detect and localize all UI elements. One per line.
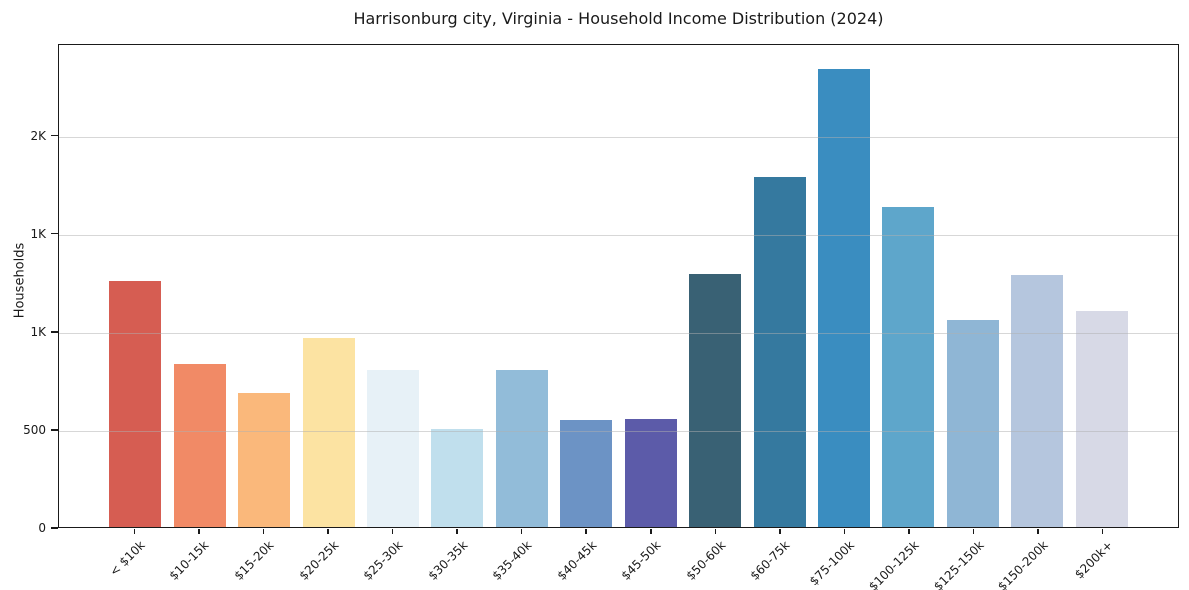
x-tick-label-$50-60k: $50-60k bbox=[683, 538, 729, 583]
bar-$20-25k bbox=[302, 338, 355, 527]
bar-$15-20k bbox=[238, 392, 291, 527]
x-tick-mark bbox=[391, 529, 394, 534]
x-tick-mark bbox=[843, 529, 846, 534]
x-tick-label-< $10k: < $10k bbox=[106, 538, 148, 579]
x-tick-mark bbox=[908, 529, 910, 534]
bar-slot bbox=[490, 45, 554, 527]
bar-slot bbox=[941, 45, 1005, 527]
y-tick-mark bbox=[51, 134, 58, 137]
y-tick-mark bbox=[51, 429, 58, 431]
gridline-1500 bbox=[59, 234, 1178, 236]
y-tick-mark bbox=[51, 331, 58, 333]
x-tick-mark bbox=[198, 529, 200, 534]
y-tick-label: 1K bbox=[30, 324, 46, 339]
bar-$50-60k bbox=[689, 273, 742, 527]
bar-slot bbox=[876, 45, 940, 527]
x-tick-mark bbox=[133, 529, 136, 534]
bar-slot bbox=[167, 45, 231, 527]
x-tick-mark bbox=[262, 529, 265, 534]
x-tick-label-$200k+: $200k+ bbox=[1072, 538, 1116, 582]
plot-area bbox=[58, 44, 1179, 528]
x-tick-label-$45-50k: $45-50k bbox=[618, 538, 664, 583]
x-tick-label-$40-45k: $40-45k bbox=[554, 538, 600, 583]
y-tick-mark bbox=[51, 232, 58, 235]
x-tick-mark bbox=[779, 529, 781, 534]
y-axis-ticks: 0 500 1K 1K 2K bbox=[0, 44, 58, 535]
bar-slot bbox=[232, 45, 296, 527]
x-tick-label-$30-35k: $30-35k bbox=[425, 538, 470, 583]
bar-$60-75k bbox=[753, 177, 806, 527]
x-axis-ticks: < $10k $10-15k $15-20k $20-25k $25-30k $30-35… bbox=[58, 528, 1179, 590]
bar-slot bbox=[683, 45, 747, 527]
x-tick-label-$75-100k: $75-100k bbox=[807, 538, 858, 589]
bar-< $10k bbox=[109, 280, 162, 527]
bar-$75-100k bbox=[818, 69, 871, 527]
bar-slot bbox=[1070, 45, 1134, 527]
bar-$200k+ bbox=[1075, 311, 1128, 527]
bar-$150-200k bbox=[1011, 274, 1064, 527]
x-tick-label-$15-20k: $15-20k bbox=[231, 538, 277, 583]
bar-$10-15k bbox=[173, 363, 226, 527]
x-tick-mark bbox=[520, 529, 523, 534]
x-tick-label-$125-150k: $125-150k bbox=[930, 538, 987, 590]
x-tick-mark bbox=[585, 529, 587, 534]
chart-title: Harrisonburg city, Virginia - Household … bbox=[353, 9, 884, 28]
bar-$40-45k bbox=[560, 419, 613, 527]
bar-slot bbox=[425, 45, 489, 527]
bar-$125-150k bbox=[946, 319, 999, 527]
bar-$45-50k bbox=[624, 419, 677, 527]
bar-slot bbox=[103, 45, 167, 527]
bars-container bbox=[103, 45, 1134, 527]
gridline-2000 bbox=[59, 136, 1178, 138]
bar-slot bbox=[296, 45, 360, 527]
bar-$25-30k bbox=[366, 370, 419, 527]
x-tick-label-$35-40k: $35-40k bbox=[489, 538, 535, 583]
bar-$35-40k bbox=[495, 370, 548, 527]
y-tick-label: 500 bbox=[23, 422, 46, 437]
x-tick-mark bbox=[1101, 529, 1104, 534]
bar-slot bbox=[812, 45, 876, 527]
bar-slot bbox=[1005, 45, 1069, 527]
x-tick-mark bbox=[327, 529, 329, 534]
x-tick-label-$150-200k: $150-200k bbox=[995, 538, 1052, 590]
x-tick-label-$100-125k: $100-125k bbox=[866, 538, 922, 590]
y-tick-label: 2K bbox=[30, 128, 46, 143]
x-tick-label-$10-15k: $10-15k bbox=[166, 538, 212, 583]
bar-slot bbox=[747, 45, 811, 527]
bar-slot bbox=[554, 45, 618, 527]
x-tick-mark bbox=[1037, 529, 1039, 534]
x-tick-mark bbox=[650, 529, 652, 534]
y-tick-label: 0 bbox=[38, 521, 46, 535]
x-tick-mark bbox=[456, 529, 458, 534]
gridline-500 bbox=[59, 430, 1178, 432]
bar-$30-35k bbox=[431, 429, 484, 527]
x-tick-mark bbox=[972, 529, 975, 534]
x-tick-label-$25-30k: $25-30k bbox=[360, 538, 406, 583]
bar-slot bbox=[619, 45, 683, 527]
x-tick-label-$20-25k: $20-25k bbox=[296, 538, 341, 583]
x-tick-mark bbox=[714, 529, 717, 534]
bar-slot bbox=[361, 45, 425, 527]
y-tick-mark bbox=[51, 527, 58, 529]
x-tick-label-$60-75k: $60-75k bbox=[747, 538, 793, 583]
bar-$100-125k bbox=[882, 206, 935, 527]
y-tick-label: 1K bbox=[30, 226, 46, 241]
gridline-1000 bbox=[59, 332, 1178, 334]
